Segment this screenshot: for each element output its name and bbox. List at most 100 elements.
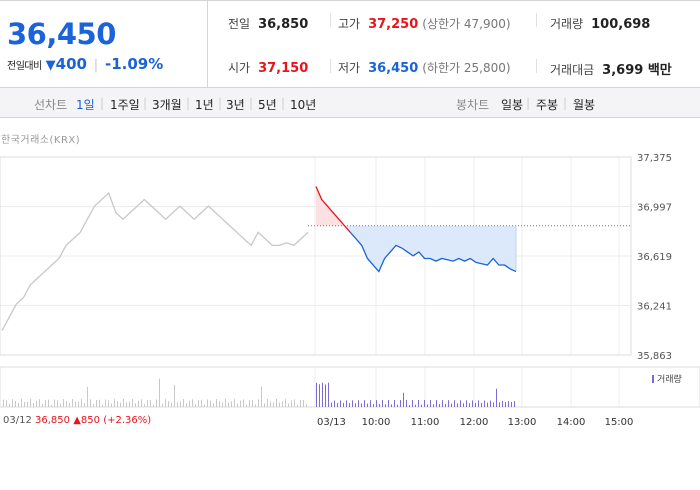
volume-bar [306, 404, 307, 407]
tab-1year[interactable]: 1년 [195, 98, 214, 112]
prev-value: 36,850 [258, 17, 309, 32]
info-prev: 전일 36,850 [228, 15, 308, 32]
x-tick-label: 15:00 [605, 417, 634, 428]
volume-bar [478, 400, 479, 407]
volume-bar [508, 400, 509, 407]
tab-3month[interactable]: 3개월 [152, 98, 182, 112]
volume-bar [424, 400, 425, 407]
volume-bar [186, 403, 187, 407]
volume-bar [222, 402, 223, 407]
y-tick-label: 36,619 [637, 252, 672, 263]
volume-bar [42, 403, 43, 407]
volume-value: 100,698 [591, 17, 651, 32]
volume-legend-icon [652, 375, 654, 383]
volume-bar [460, 400, 461, 407]
x-tick-label: 11:00 [411, 417, 440, 428]
volume-bar [276, 399, 277, 407]
volume-bar [183, 399, 184, 407]
volume-bar [463, 403, 464, 407]
volume-bar [153, 404, 154, 407]
volume-bar [448, 400, 449, 407]
tab-10year[interactable]: 10년 [290, 98, 317, 112]
amount-label: 거래대금 [550, 63, 595, 77]
volume-bar [66, 401, 67, 407]
volume-bar [358, 400, 359, 407]
open-label: 시가 [228, 61, 251, 75]
volume-bar [394, 400, 395, 407]
volume-bar [57, 400, 58, 407]
x-tick-label: 03/13 [317, 417, 346, 428]
volume-bar [496, 388, 497, 407]
volume-bar [9, 403, 10, 407]
volume-bar [48, 399, 49, 407]
tab-3year[interactable]: 3년 [226, 98, 245, 112]
prev-day-date: 03/12 [3, 415, 32, 426]
price-change: 전일대비 ▼400 | -1.09% [7, 55, 164, 73]
volume-bar [96, 400, 97, 407]
volume-bar [171, 402, 172, 407]
volume-bar [87, 386, 88, 407]
volume-bar [300, 399, 301, 407]
volume-bar [433, 404, 434, 407]
high-value: 37,250 [368, 17, 419, 32]
tab-weekly-candle[interactable]: 주봉 [536, 98, 559, 112]
tab-5year[interactable]: 5년 [258, 98, 277, 112]
volume-bar [361, 403, 362, 407]
volume-bar [159, 378, 160, 407]
volume-bar [93, 404, 94, 407]
volume-bar [234, 399, 235, 407]
volume-bar [349, 403, 350, 407]
volume-bar [243, 399, 244, 407]
info-high: 고가 37,250 (상한가 47,900) [338, 15, 511, 32]
tab-daily-candle[interactable]: 일봉 [501, 98, 524, 112]
volume-bar [273, 402, 274, 407]
volume-bar [334, 400, 335, 407]
volume-bar [192, 399, 193, 407]
lower-limit: (하한가 25,800) [422, 61, 511, 75]
volume-bar [18, 402, 19, 407]
volume-bar [379, 404, 380, 407]
volume-bar [288, 403, 289, 407]
volume-bar [493, 402, 494, 407]
up-arrow-icon: ▲ [73, 415, 81, 426]
price-chart-frame [0, 156, 632, 356]
volume-bar [499, 402, 500, 407]
volume-bar [258, 399, 259, 407]
volume-bar [180, 401, 181, 407]
info-volume: 거래량 100,698 [550, 15, 650, 32]
volume-bar [418, 400, 419, 407]
volume-bar [337, 402, 338, 407]
tab-1week[interactable]: 1주일 [110, 98, 140, 112]
volume-bar [319, 384, 320, 407]
volume-bar [303, 399, 304, 407]
volume-bar [12, 399, 13, 407]
y-tick-label: 35,863 [637, 351, 672, 362]
volume-bar [174, 385, 175, 407]
x-tick-label: 14:00 [557, 417, 586, 428]
volume-bar [439, 404, 440, 407]
volume-bar [231, 401, 232, 407]
volume-bar [81, 399, 82, 407]
volume-bar [412, 400, 413, 407]
down-arrow-icon: ▼ [45, 58, 56, 73]
volume-bar [6, 400, 7, 407]
low-label: 저가 [338, 61, 361, 75]
volume-bar [481, 402, 482, 407]
volume-bar [78, 401, 79, 407]
volume-bar [237, 403, 238, 407]
volume-bar [24, 401, 25, 407]
volume-bar [195, 404, 196, 407]
volume-bar [27, 401, 28, 407]
volume-bar [168, 401, 169, 407]
high-label: 고가 [338, 17, 361, 31]
x-tick-label: 12:00 [460, 417, 489, 428]
info-low: 저가 36,450 (하한가 25,800) [338, 59, 511, 76]
volume-bar [15, 400, 16, 407]
volume-bar [54, 399, 55, 407]
tab-1day[interactable]: 1일 [76, 98, 95, 112]
volume-bar [45, 400, 46, 407]
volume-bar [216, 399, 217, 407]
tab-monthly-candle[interactable]: 월봉 [573, 98, 596, 112]
volume-bar [177, 402, 178, 407]
data-source: 한국거래소(KRX) [1, 135, 81, 146]
